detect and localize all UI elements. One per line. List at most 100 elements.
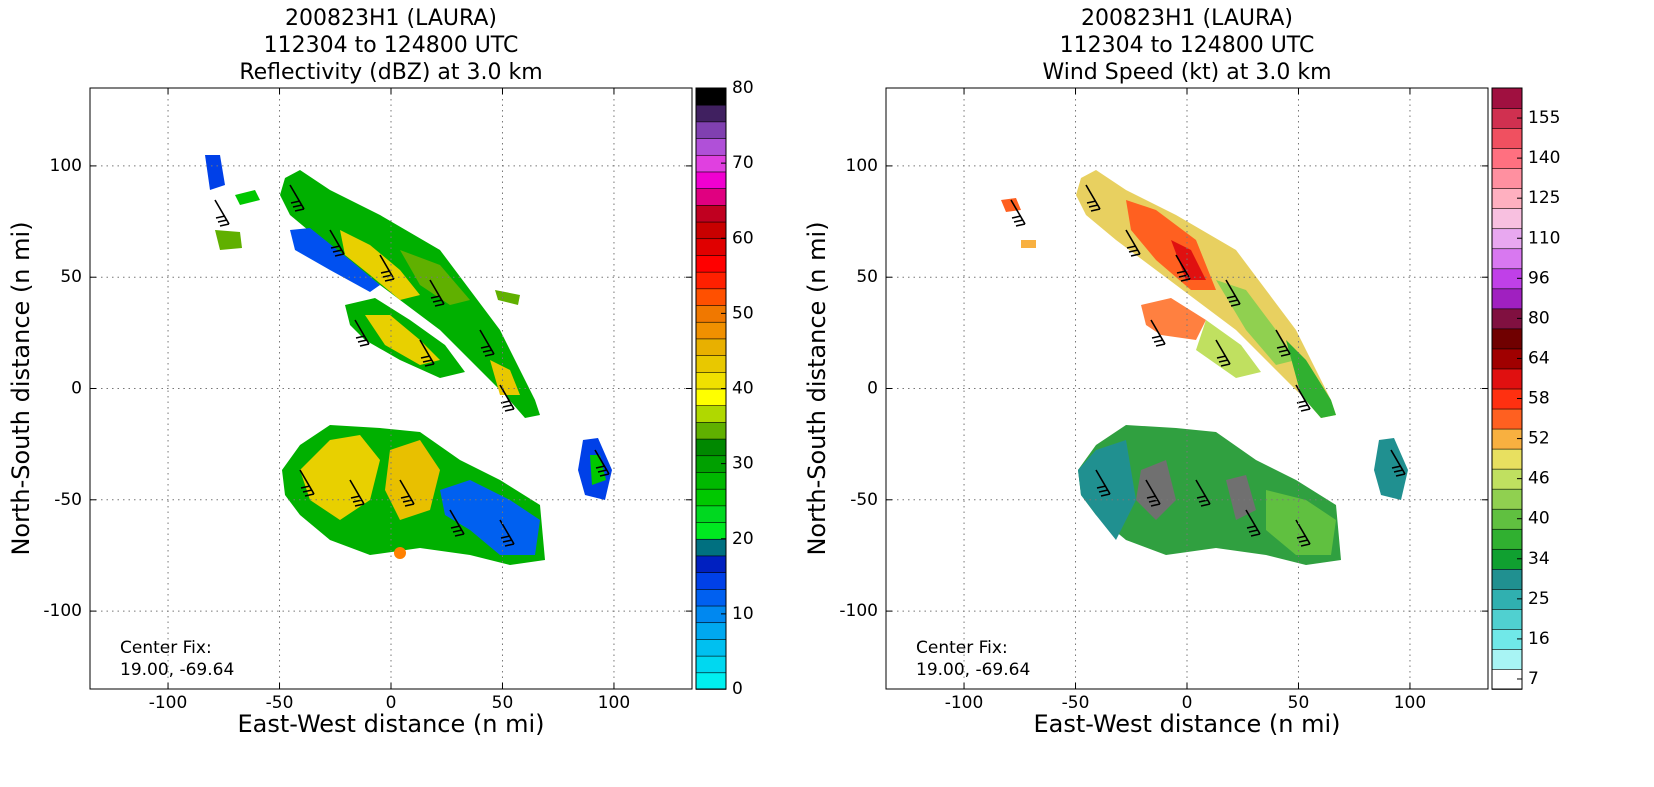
annotation: 19.00, -69.64	[120, 660, 234, 680]
chart-title: Reflectivity (dBZ) at 3.0 km	[239, 60, 542, 85]
x-tick-label: 100	[598, 693, 630, 713]
x-tick-label: 50	[492, 693, 514, 713]
colorbar-bin	[1491, 288, 1523, 310]
colorbar-bin	[695, 655, 727, 674]
plot-frame	[89, 87, 693, 690]
chart-title: Wind Speed (kt) at 3.0 km	[1042, 60, 1331, 85]
radar-echo	[1001, 170, 1408, 565]
colorbar-bin	[695, 271, 727, 290]
chart-title: 200823H1 (LAURA)	[285, 6, 497, 31]
colorbar-tick-label: 60	[732, 228, 754, 248]
y-tick-label: 0	[867, 379, 878, 399]
colorbar-tick-label: 40	[1528, 509, 1550, 529]
colorbar-bin	[1491, 528, 1523, 550]
colorbar-bin	[1491, 488, 1523, 510]
x-axis-label: East-West distance (n mi)	[237, 710, 544, 738]
colorbar-bin	[695, 672, 727, 690]
colorbar-tick-label: 110	[1528, 228, 1560, 248]
colorbar-bin	[1491, 448, 1523, 470]
colorbar-bin	[1491, 408, 1523, 430]
colorbar-tick-label: 58	[1528, 389, 1550, 409]
chart-title: 112304 to 124800 UTC	[1060, 33, 1315, 58]
colorbar-tick-label: 10	[732, 604, 754, 624]
colorbar-bin	[1491, 608, 1523, 630]
colorbar-bin	[695, 171, 727, 189]
colorbar-bin	[1491, 368, 1523, 390]
colorbar-tick-label: 20	[732, 529, 754, 549]
colorbar-bin	[695, 87, 727, 106]
y-axis-label: North-South distance (n mi)	[7, 221, 35, 555]
colorbar-bin	[695, 288, 727, 306]
colorbar-bin	[695, 588, 727, 607]
x-tick-label: -50	[1062, 693, 1090, 713]
y-tick-label: -50	[850, 490, 878, 510]
colorbar-tick-label: 30	[732, 454, 754, 474]
colorbar-tick-label: 0	[732, 679, 743, 699]
y-tick-label: 50	[60, 267, 82, 287]
colorbar-bin	[695, 621, 727, 640]
colorbar-tick-label: 16	[1528, 629, 1550, 649]
colorbar-bin	[695, 471, 727, 490]
colorbar-bin	[695, 338, 727, 356]
x-tick-label: -100	[149, 693, 188, 713]
annotation: 19.00, -69.64	[916, 660, 1030, 680]
colorbar-bin	[695, 104, 727, 123]
colorbar-bin	[695, 321, 727, 340]
colorbar-tick-label: 155	[1528, 108, 1560, 128]
colorbar-bin	[1491, 568, 1523, 590]
colorbar-bin	[695, 521, 727, 540]
colorbar-bin	[695, 371, 727, 390]
x-tick-label: -100	[945, 693, 984, 713]
colorbar-tick-label: 40	[732, 379, 754, 399]
colorbar-tick-label: 7	[1528, 669, 1539, 689]
x-axis-label: East-West distance (n mi)	[1033, 710, 1340, 738]
colorbar-bin	[1491, 207, 1523, 230]
x-tick-label: -50	[266, 693, 294, 713]
colorbar-tick-label: 70	[732, 153, 754, 173]
y-axis-label: North-South distance (n mi)	[803, 221, 831, 555]
colorbar-bin	[1491, 127, 1523, 149]
colorbar-bin	[695, 538, 727, 557]
colorbar-bin	[695, 404, 727, 423]
colorbar-bin	[695, 421, 727, 440]
colorbar-tick-label: 25	[1528, 589, 1550, 609]
y-tick-label: 50	[856, 267, 878, 287]
colorbar-tick-label: 96	[1528, 268, 1550, 288]
colorbar-bin	[695, 221, 727, 240]
y-tick-label: 100	[846, 156, 878, 176]
colorbar-tick-label: 52	[1528, 429, 1550, 449]
x-tick-label: 50	[1288, 693, 1310, 713]
colorbar-bin	[695, 388, 727, 406]
colorbar-bin	[695, 237, 727, 256]
annotation: Center Fix:	[916, 638, 1008, 658]
colorbar-bin	[695, 187, 727, 206]
radar-echo	[205, 155, 612, 565]
colorbar-frame	[1491, 87, 1523, 690]
colorbar-bin	[695, 204, 727, 223]
x-tick-label: 100	[1394, 693, 1426, 713]
colorbar-bin	[1491, 648, 1523, 670]
colorbar-bin	[695, 254, 727, 273]
colorbar-tick-label: 64	[1528, 348, 1550, 368]
colorbar-tick-label: 46	[1528, 469, 1550, 489]
colorbar-bin	[695, 571, 727, 590]
colorbar-bin	[695, 555, 727, 573]
chart-title: 112304 to 124800 UTC	[264, 33, 519, 58]
annotation: Center Fix:	[120, 638, 212, 658]
plot-frame	[885, 87, 1489, 690]
chart-title: 200823H1 (LAURA)	[1081, 6, 1293, 31]
colorbar-tick-label: 140	[1528, 148, 1560, 168]
colorbar-bin	[695, 137, 727, 156]
y-tick-label: -100	[839, 601, 878, 621]
colorbar-bin	[695, 638, 727, 657]
x-tick-label: 0	[1182, 693, 1193, 713]
colorbar-bin	[695, 438, 727, 457]
colorbar-bin	[695, 505, 727, 523]
colorbar-tick-label: 125	[1528, 188, 1560, 208]
colorbar-tick-label: 34	[1528, 549, 1550, 569]
y-tick-label: 100	[50, 156, 82, 176]
colorbar-tick-label: 80	[1528, 308, 1550, 328]
colorbar-bin	[695, 121, 727, 139]
x-tick-label: 0	[386, 693, 397, 713]
